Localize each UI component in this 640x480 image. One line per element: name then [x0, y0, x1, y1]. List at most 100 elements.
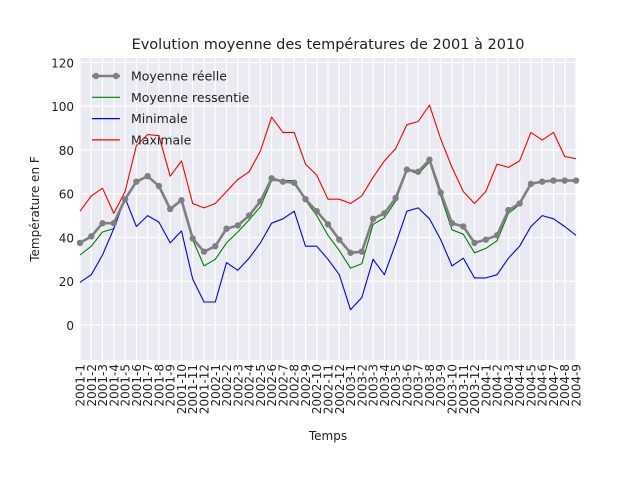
x-tick-label: 2003-7 [412, 364, 426, 407]
data-point [482, 236, 490, 243]
x-tick-label: 2002-4 [243, 364, 257, 407]
data-point [76, 239, 84, 247]
y-tick-label: 120 [51, 56, 74, 70]
data-point [99, 220, 106, 227]
legend-marker [112, 72, 120, 80]
data-point [437, 189, 444, 196]
x-axis-label: Temps [308, 429, 347, 443]
y-tick-label: 80 [59, 144, 74, 158]
x-tick-label: 2001-3 [96, 364, 110, 407]
data-point [527, 180, 535, 188]
data-point [144, 172, 151, 180]
data-point [223, 225, 230, 232]
data-point [302, 195, 309, 203]
x-tick-label: 2001-11 [186, 364, 200, 414]
data-point [212, 243, 219, 250]
x-tick-label: 2004-9 [570, 364, 584, 407]
x-tick-label: 2002-6 [265, 364, 279, 407]
x-tick-label: 2004-6 [536, 364, 550, 407]
x-tick-label: 2004-7 [547, 364, 561, 407]
data-point [166, 205, 174, 213]
series-layer [76, 104, 580, 311]
x-tick-label: 2002-2 [220, 364, 234, 407]
data-point [290, 179, 298, 186]
legend: Moyenne réelle Moyenne ressentie Minimale M… [92, 69, 250, 147]
legend-item: Maximale [92, 132, 192, 147]
legend-label: Maximale [131, 132, 192, 147]
x-tick-label: 2002-5 [254, 364, 268, 407]
x-tick-label: 2004-3 [502, 364, 516, 407]
legend-item: Moyenne ressentie [92, 90, 250, 105]
x-tick-label: 2001-12 [198, 364, 212, 414]
x-tick-label: 2001-7 [141, 364, 155, 407]
data-point [234, 222, 242, 229]
y-tick-label: 60 [59, 188, 74, 202]
data-point [550, 177, 557, 184]
data-point [561, 177, 568, 184]
x-tick-label: 2004-5 [524, 364, 538, 407]
data-point [245, 212, 253, 219]
x-tick-label: 2003-3 [367, 364, 381, 407]
data-point [369, 215, 377, 223]
series-maximale [79, 104, 577, 214]
data-point [279, 178, 287, 185]
x-tick-label: 2002-11 [322, 364, 336, 414]
legend-marker [92, 72, 100, 80]
x-tick-label: 2001-5 [119, 364, 133, 407]
x-tick-label: 2002-3 [231, 364, 245, 407]
data-point [324, 221, 332, 228]
x-tick-label: 2003-6 [400, 364, 414, 407]
data-point [471, 239, 478, 247]
data-point [121, 195, 129, 203]
data-point [414, 168, 422, 175]
y-tick-label: 100 [51, 100, 74, 114]
x-tick-labels: 2001-12001-22001-32001-42001-52001-62001… [74, 364, 584, 414]
x-tick-label: 2004-1 [479, 364, 493, 407]
y-tick-label: 40 [59, 231, 74, 245]
data-point [493, 232, 501, 239]
legend-label: Minimale [131, 111, 188, 126]
legend-label: Moyenne réelle [131, 69, 227, 84]
x-tick-label: 2002-12 [333, 364, 347, 414]
data-point [403, 166, 411, 173]
data-point [572, 177, 580, 184]
data-point [133, 178, 140, 185]
data-point [313, 207, 320, 215]
data-point [460, 223, 467, 230]
y-tick-labels: 0 20 40 60 80 100 120 [51, 56, 74, 333]
x-tick-label: 2001-10 [175, 364, 189, 414]
x-tick-label: 2004-8 [558, 364, 572, 407]
x-tick-label: 2003-11 [457, 364, 471, 414]
x-tick-label: 2001-2 [85, 364, 99, 407]
x-tick-label: 2001-9 [164, 364, 178, 407]
data-point [88, 233, 95, 240]
data-point [448, 220, 456, 227]
x-tick-label: 2002-10 [310, 364, 324, 414]
data-point [200, 248, 208, 255]
data-point [538, 178, 546, 185]
x-tick-label: 2003-9 [434, 364, 448, 407]
data-point [426, 156, 433, 163]
x-tick-label: 2003-12 [468, 364, 482, 414]
x-tick-label: 2001-1 [74, 364, 88, 407]
x-tick-label: 2003-2 [355, 364, 369, 407]
x-tick-label: 2003-8 [423, 364, 437, 407]
x-tick-label: 2001-6 [130, 364, 144, 407]
data-point [257, 198, 264, 205]
chart-title: Evolution moyenne des températures de 20… [132, 37, 525, 53]
x-tick-label: 2002-1 [209, 364, 223, 407]
x-tick-label: 2003-1 [344, 364, 358, 407]
y-tick-label: 20 [59, 275, 74, 289]
data-point [178, 197, 185, 204]
x-tick-label: 2004-2 [491, 364, 505, 407]
legend-item: Minimale [92, 111, 188, 126]
data-point [336, 236, 343, 243]
x-tick-label: 2002-9 [299, 364, 313, 407]
series-line [79, 104, 577, 214]
x-tick-label: 2003-10 [446, 364, 460, 414]
data-point [110, 220, 118, 227]
series-moyenne-reelle [76, 156, 580, 256]
series-line [79, 197, 577, 311]
x-tick-label: 2002-8 [288, 364, 302, 407]
